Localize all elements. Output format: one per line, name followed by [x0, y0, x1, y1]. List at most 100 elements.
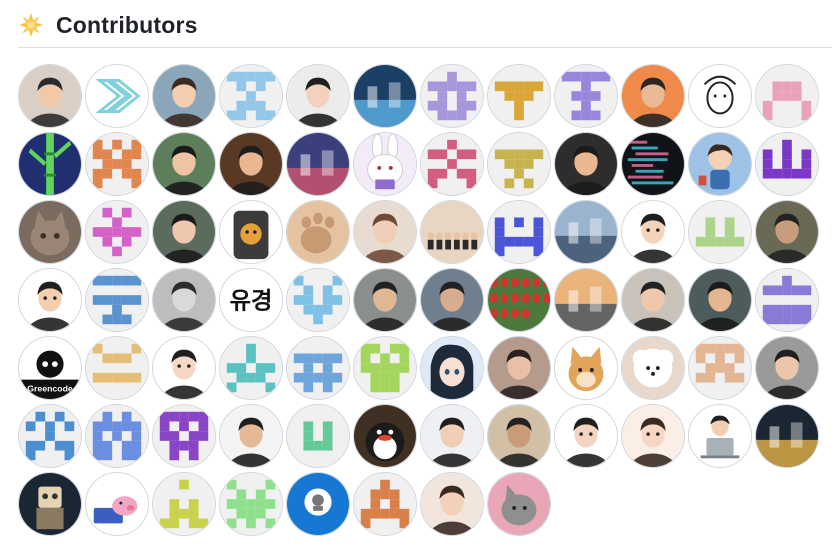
contributor-avatar[interactable] — [487, 472, 551, 536]
contributor-avatar[interactable] — [286, 268, 350, 332]
avatar-image: 유경 — [220, 269, 282, 331]
avatar-image — [421, 405, 483, 467]
contributor-avatar[interactable] — [85, 472, 149, 536]
contributor-avatar[interactable] — [152, 404, 216, 468]
contributor-avatar[interactable] — [85, 268, 149, 332]
contributor-avatar[interactable] — [219, 200, 283, 264]
contributor-avatar[interactable] — [353, 132, 417, 196]
contributor-avatar[interactable] — [152, 472, 216, 536]
contributor-avatar[interactable] — [18, 64, 82, 128]
contributor-avatar[interactable] — [286, 404, 350, 468]
contributor-avatar[interactable] — [18, 132, 82, 196]
avatar-image — [488, 337, 550, 399]
contributor-avatar[interactable] — [688, 336, 752, 400]
contributor-avatar[interactable] — [286, 336, 350, 400]
contributor-avatar[interactable] — [85, 132, 149, 196]
contributor-avatar[interactable] — [18, 268, 82, 332]
avatar-image — [756, 405, 818, 467]
contributor-avatar[interactable] — [353, 336, 417, 400]
contributor-avatar[interactable] — [420, 404, 484, 468]
contributor-avatar[interactable] — [85, 64, 149, 128]
contributor-avatar[interactable] — [353, 200, 417, 264]
contributor-avatar[interactable] — [487, 336, 551, 400]
contributor-avatar[interactable] — [554, 268, 618, 332]
contributor-avatar[interactable] — [85, 200, 149, 264]
contributor-avatar[interactable] — [420, 268, 484, 332]
contributor-avatar[interactable] — [420, 472, 484, 536]
contributor-avatar[interactable] — [755, 268, 819, 332]
contributor-avatar[interactable] — [286, 200, 350, 264]
contributor-avatar[interactable] — [85, 336, 149, 400]
contributor-avatar[interactable] — [353, 268, 417, 332]
contributor-avatar[interactable] — [755, 336, 819, 400]
avatar-image — [287, 269, 349, 331]
contributor-avatar[interactable] — [219, 472, 283, 536]
contributor-avatar[interactable] — [621, 64, 685, 128]
avatar-image — [421, 473, 483, 535]
contributor-avatar[interactable] — [554, 132, 618, 196]
avatar-image — [756, 337, 818, 399]
contributor-avatar[interactable] — [621, 200, 685, 264]
contributor-avatar[interactable] — [18, 472, 82, 536]
contributor-avatar[interactable]: 유경 — [219, 268, 283, 332]
avatar-image — [488, 65, 550, 127]
contributor-avatar[interactable] — [219, 132, 283, 196]
contributor-avatar[interactable] — [152, 336, 216, 400]
contributor-avatar[interactable] — [621, 404, 685, 468]
contributor-avatar[interactable] — [286, 132, 350, 196]
sun-icon — [18, 12, 44, 38]
contributor-avatar[interactable] — [487, 64, 551, 128]
avatar-image — [153, 201, 215, 263]
avatar-image — [689, 133, 751, 195]
contributor-avatar[interactable] — [554, 404, 618, 468]
contributor-avatar[interactable] — [487, 404, 551, 468]
contributor-avatar[interactable] — [152, 200, 216, 264]
contributor-avatar[interactable] — [755, 64, 819, 128]
contributor-avatar[interactable] — [487, 132, 551, 196]
contributor-avatar[interactable] — [621, 268, 685, 332]
contributor-avatar[interactable] — [152, 132, 216, 196]
contributor-avatar[interactable] — [755, 132, 819, 196]
contributor-avatar[interactable] — [688, 268, 752, 332]
contributor-avatar[interactable] — [219, 64, 283, 128]
contributor-avatar[interactable] — [420, 336, 484, 400]
contributor-avatar[interactable] — [688, 404, 752, 468]
contributor-avatar[interactable]: Greencode — [18, 336, 82, 400]
contributor-avatar[interactable] — [554, 336, 618, 400]
contributor-avatar[interactable] — [420, 200, 484, 264]
contributor-avatar[interactable] — [621, 336, 685, 400]
contributor-avatar[interactable] — [487, 200, 551, 264]
contributor-avatar[interactable] — [755, 200, 819, 264]
contributor-avatar[interactable] — [353, 472, 417, 536]
contributor-avatar[interactable] — [487, 268, 551, 332]
contributor-avatar[interactable] — [18, 200, 82, 264]
contributor-avatar[interactable] — [85, 404, 149, 468]
contributor-avatar[interactable] — [18, 404, 82, 468]
contributor-avatar[interactable] — [286, 472, 350, 536]
avatar-image — [220, 201, 282, 263]
contributor-avatar[interactable] — [353, 64, 417, 128]
contributor-avatar[interactable] — [152, 64, 216, 128]
contributor-avatar[interactable] — [755, 404, 819, 468]
contributor-avatar[interactable] — [420, 64, 484, 128]
contributor-avatar[interactable] — [688, 64, 752, 128]
contributor-avatar[interactable] — [219, 404, 283, 468]
avatar-image — [153, 269, 215, 331]
contributor-avatar[interactable] — [353, 404, 417, 468]
avatar-image — [86, 201, 148, 263]
contributor-avatar[interactable] — [152, 268, 216, 332]
contributor-avatar[interactable] — [621, 132, 685, 196]
avatar-image — [354, 405, 416, 467]
avatar-image — [421, 269, 483, 331]
contributor-avatar[interactable] — [286, 64, 350, 128]
contributor-avatar[interactable] — [219, 336, 283, 400]
avatar-image — [555, 65, 617, 127]
contributor-avatar[interactable] — [554, 200, 618, 264]
contributor-avatar[interactable] — [420, 132, 484, 196]
contributor-avatar[interactable] — [688, 200, 752, 264]
avatar-image — [86, 269, 148, 331]
contributor-avatar[interactable] — [554, 64, 618, 128]
contributor-avatar[interactable] — [688, 132, 752, 196]
avatar-image — [421, 201, 483, 263]
avatar-image — [488, 133, 550, 195]
